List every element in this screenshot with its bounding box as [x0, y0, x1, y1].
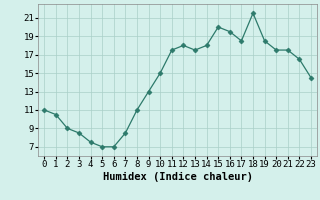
- X-axis label: Humidex (Indice chaleur): Humidex (Indice chaleur): [103, 172, 252, 182]
